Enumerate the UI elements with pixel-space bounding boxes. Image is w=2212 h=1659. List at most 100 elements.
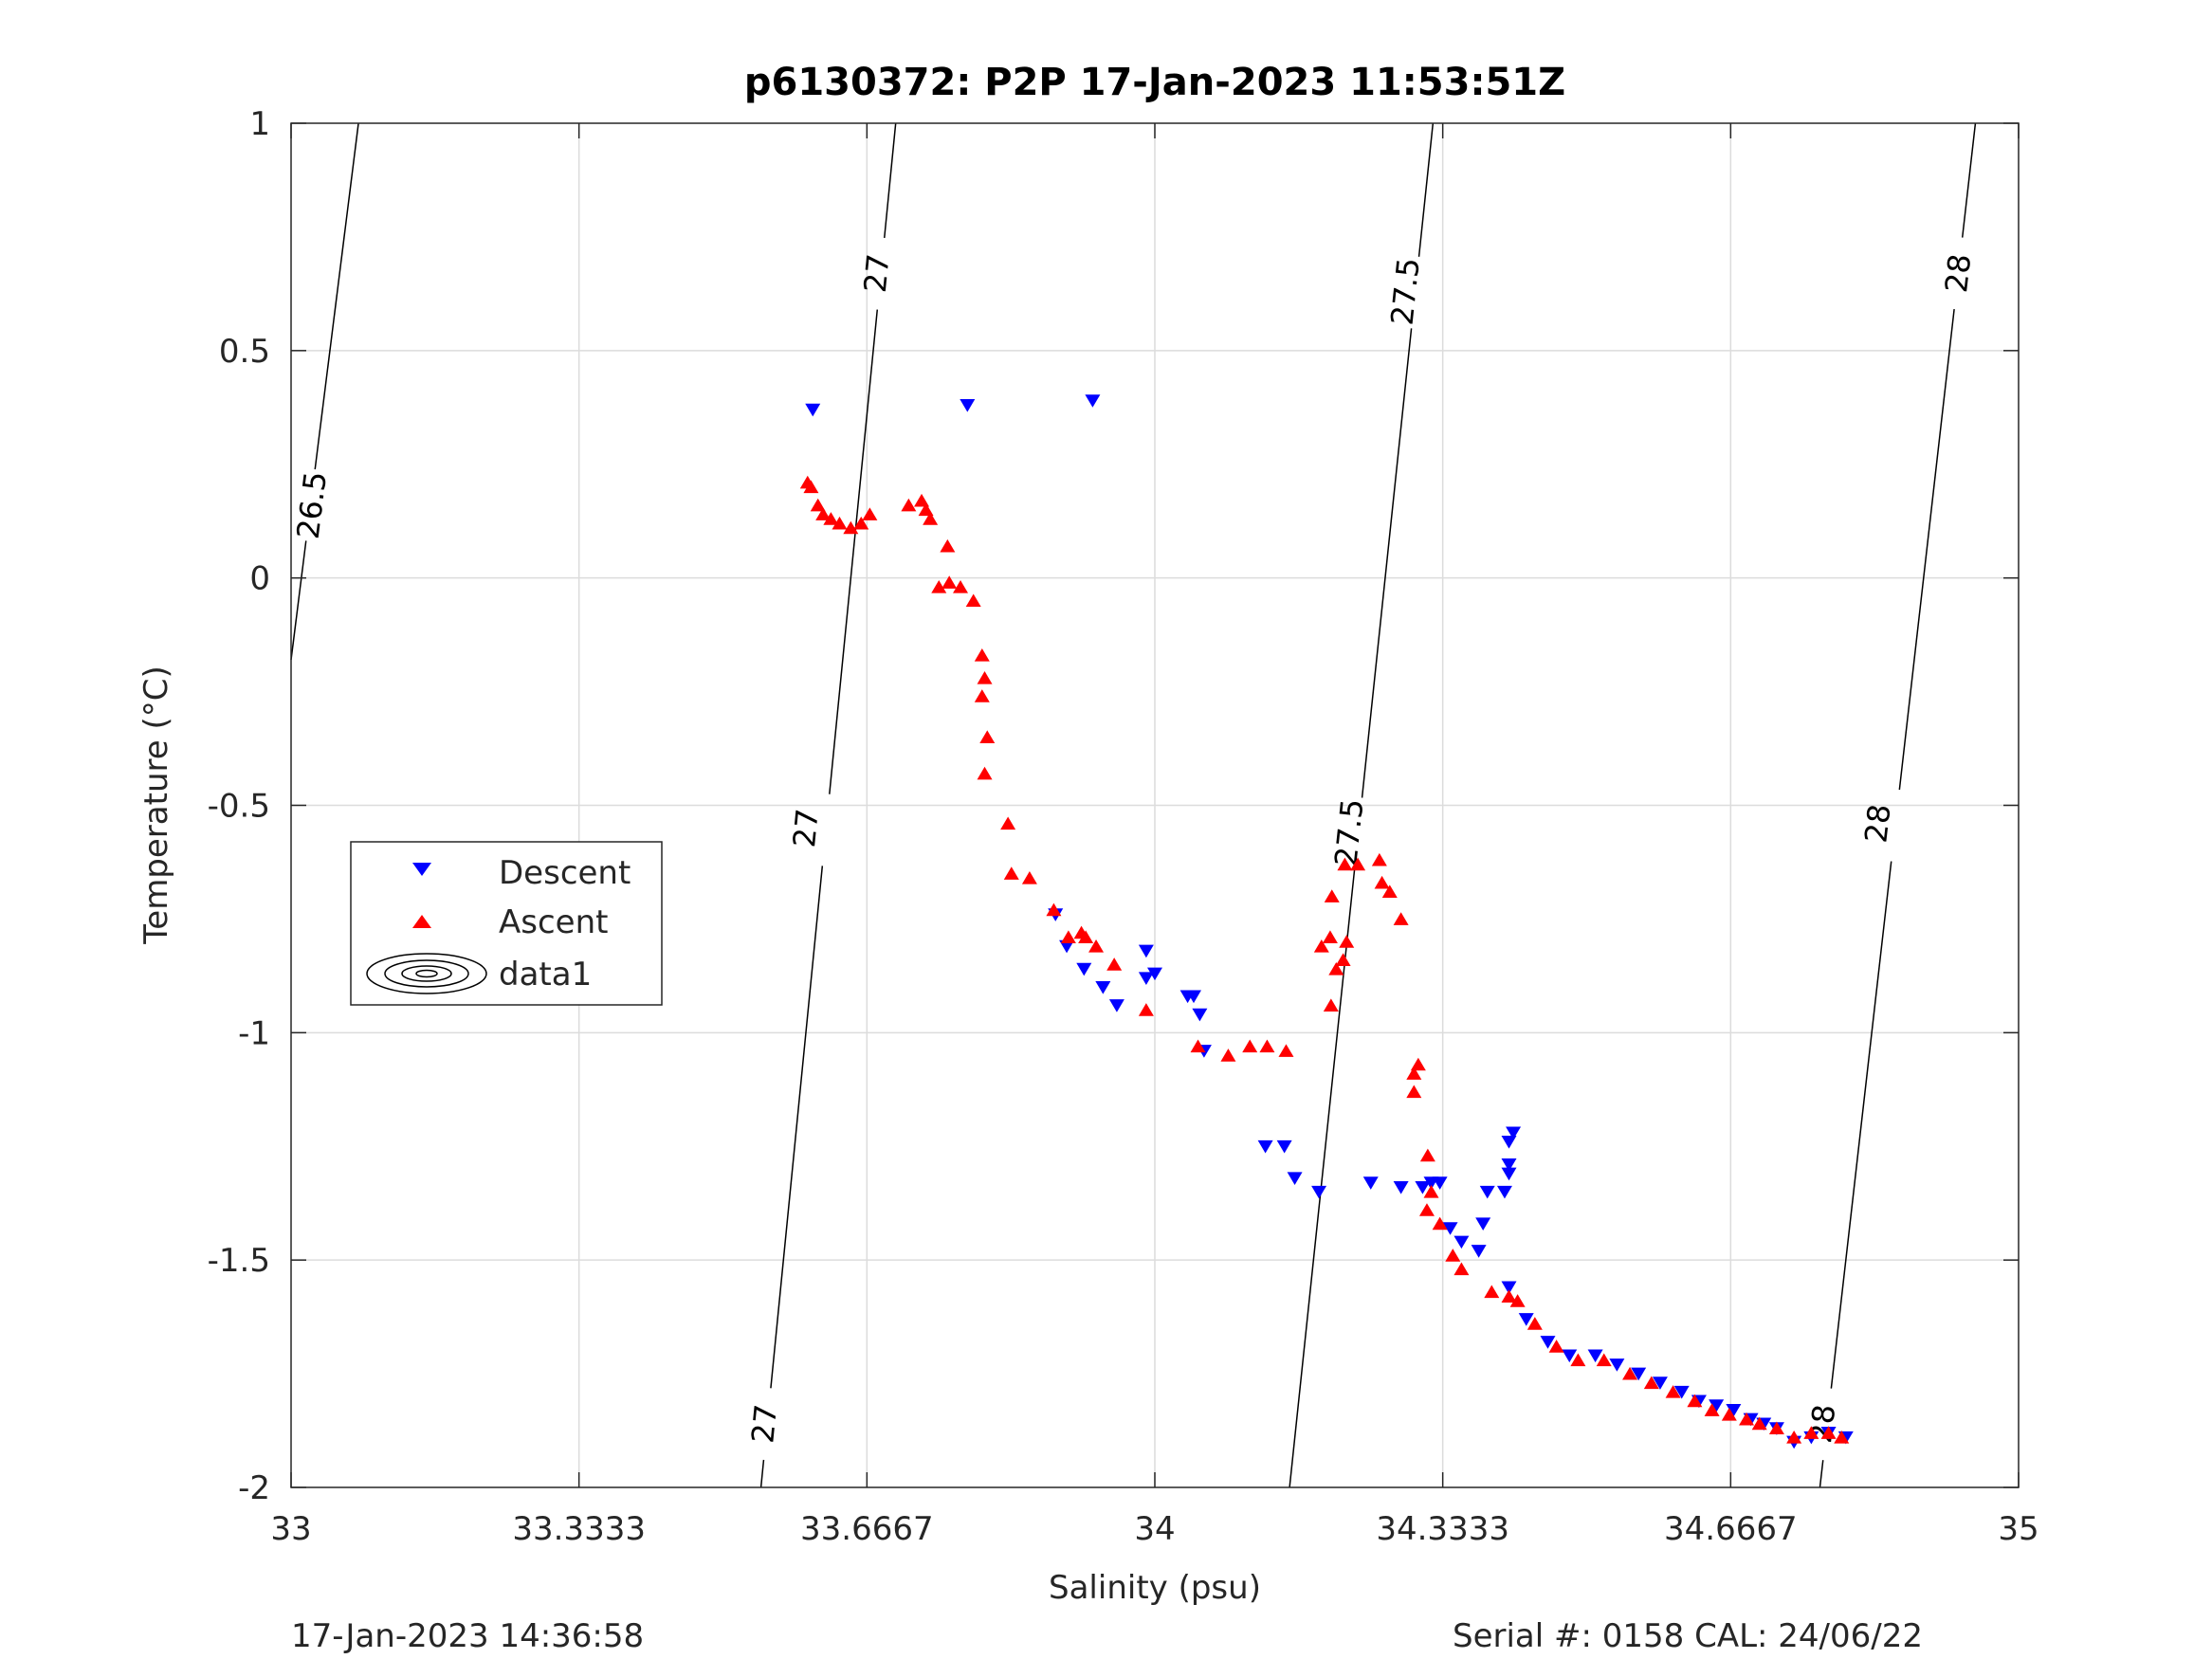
contour-line-27	[829, 309, 879, 794]
contour-label-28: 28	[1857, 802, 1897, 845]
ascent-point	[832, 516, 848, 530]
descent-point	[1673, 1385, 1690, 1399]
y-tick-label: -0.5	[208, 788, 270, 826]
ascent-point	[1596, 1353, 1612, 1367]
ascent-point	[1078, 930, 1094, 944]
descent-point	[1442, 1222, 1458, 1235]
descent-point	[1059, 939, 1075, 954]
ascent-point	[1622, 1366, 1638, 1380]
ascent-point	[1313, 939, 1329, 953]
ascent-point	[1322, 930, 1338, 944]
ascent-point	[1259, 1039, 1275, 1053]
ascent-point	[1000, 816, 1016, 830]
descent-point	[1709, 1399, 1725, 1413]
ascent-point	[1088, 939, 1105, 953]
contour-label-28: 28	[1938, 252, 1978, 295]
y-tick-label: -1	[238, 1014, 270, 1052]
contour-line-27.5	[1361, 328, 1413, 798]
ascent-point	[1278, 1044, 1294, 1057]
descent-point	[1479, 1185, 1495, 1199]
descent-point	[1185, 990, 1201, 1004]
ascent-point	[1704, 1403, 1720, 1416]
ascent-point	[1484, 1285, 1500, 1299]
ascent-point	[941, 575, 958, 589]
contour-line-27	[884, 122, 897, 238]
x-axis-label: Salinity (psu)	[1049, 1569, 1261, 1607]
legend-ascent-marker	[412, 915, 431, 928]
ascent-point	[1138, 1003, 1154, 1016]
ascent-point	[977, 670, 993, 684]
ascent-point	[1328, 961, 1344, 975]
ascent-point	[815, 507, 832, 520]
x-tick-label: 34.6667	[1664, 1510, 1798, 1548]
contour-line-28	[1830, 861, 1892, 1389]
ascent-point	[853, 516, 869, 530]
ascent-point	[931, 580, 947, 593]
ascent-point	[1803, 1426, 1819, 1439]
contour-line-27	[759, 1459, 765, 1488]
ascent-point	[918, 502, 934, 517]
ascent-point	[1786, 1431, 1802, 1444]
descent-point	[1138, 972, 1154, 985]
contour-line-27	[770, 866, 824, 1389]
descent-point	[1501, 1136, 1517, 1149]
ascent-point	[914, 493, 930, 507]
descent-point	[1415, 1181, 1431, 1194]
descent-point	[1432, 1176, 1448, 1190]
ascent-point	[1323, 998, 1339, 1012]
ascent-point	[953, 580, 969, 593]
ascent-point	[1335, 953, 1351, 966]
ascent-point	[823, 512, 839, 525]
x-tick-label: 33.3333	[512, 1510, 646, 1548]
descent-point	[1587, 1349, 1603, 1363]
descent-point	[1726, 1404, 1742, 1417]
ascent-point	[1406, 1085, 1422, 1099]
descent-point	[1108, 999, 1124, 1012]
x-tick-label: 35	[1998, 1510, 2038, 1548]
legend-contour-label: data1	[499, 956, 592, 994]
ascent-point	[1751, 1416, 1767, 1431]
ascent-point	[977, 766, 993, 780]
x-tick-label: 33	[270, 1510, 311, 1548]
ascent-point	[1453, 1262, 1470, 1276]
descent-point	[1475, 1217, 1491, 1231]
descent-point	[1076, 962, 1092, 976]
ascent-point	[1371, 852, 1387, 866]
ascent-point	[1021, 871, 1037, 884]
descent-point	[1362, 1176, 1379, 1190]
ascent-point	[1432, 1216, 1448, 1231]
descent-point	[1609, 1358, 1625, 1372]
ascent-point	[1643, 1376, 1659, 1390]
y-tick-label: 0	[249, 560, 270, 598]
ascent-point	[1768, 1421, 1784, 1435]
x-tick-label: 34.3333	[1376, 1510, 1509, 1548]
ascent-point	[1721, 1408, 1737, 1421]
descent-point	[1562, 1349, 1578, 1363]
footer-timestamp: 17-Jan-2023 14:36:58	[291, 1617, 644, 1655]
footer-serial-cal: Serial #: 0158 CAL: 24/06/22	[1453, 1617, 1923, 1655]
ascent-point	[1324, 889, 1340, 902]
ascent-point	[862, 507, 878, 520]
ascent-point	[810, 498, 826, 512]
ascent-point	[923, 512, 939, 525]
ascent-point	[974, 689, 990, 702]
ascent-point	[1687, 1394, 1703, 1408]
grid-lines	[291, 123, 2019, 1487]
data-points	[799, 394, 1854, 1449]
descent-point	[1276, 1139, 1292, 1154]
ascent-point	[974, 648, 990, 662]
descent-point	[1287, 1172, 1303, 1186]
contour-label-27: 27	[786, 807, 826, 848]
ascent-point	[1739, 1412, 1755, 1426]
ascent-point	[1570, 1353, 1586, 1367]
descent-point	[1501, 1158, 1517, 1172]
contour-label-27: 27	[857, 252, 897, 294]
legend-ascent-label: Ascent	[499, 903, 608, 941]
ascent-point	[979, 730, 996, 743]
descent-point	[1501, 1281, 1517, 1295]
ascent-point	[1003, 866, 1019, 880]
contour-label-27.5: 27.5	[1384, 256, 1427, 327]
descent-point	[1496, 1185, 1512, 1199]
